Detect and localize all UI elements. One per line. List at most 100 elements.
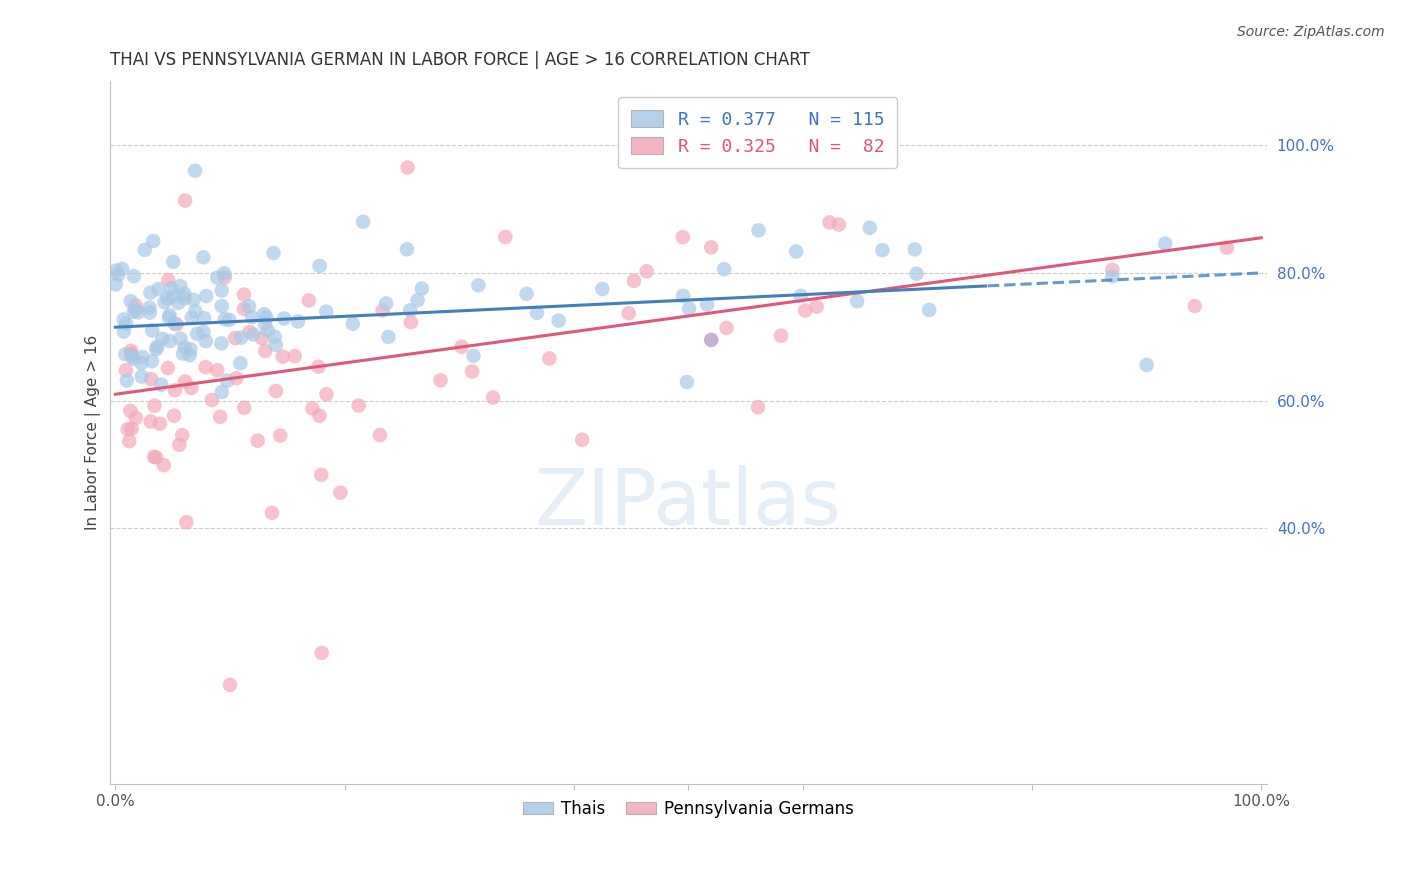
Point [287, 314, 309, 328]
Point [172, 346, 194, 360]
Point [1184, 299, 1206, 313]
Legend: Thais, Pennsylvania Germans: Thais, Pennsylvania Germans [516, 793, 860, 824]
Point [169, 438, 191, 452]
Point [676, 375, 699, 389]
Point [131, 350, 153, 364]
Point [284, 349, 307, 363]
Point [219, 678, 242, 692]
Point [169, 279, 191, 293]
Point [194, 360, 217, 375]
Point [450, 340, 472, 354]
Point [176, 515, 198, 529]
Point [163, 317, 186, 331]
Point [211, 384, 233, 399]
Point [150, 377, 173, 392]
Point [747, 400, 769, 414]
Point [115, 317, 138, 331]
Point [794, 303, 817, 318]
Point [242, 327, 264, 342]
Point [163, 409, 186, 423]
Point [104, 277, 127, 292]
Point [138, 301, 160, 315]
Point [347, 399, 370, 413]
Point [115, 374, 138, 388]
Point [169, 332, 191, 346]
Point [254, 343, 277, 358]
Point [463, 349, 485, 363]
Point [308, 409, 330, 423]
Point [716, 321, 738, 335]
Point [214, 312, 236, 326]
Point [225, 371, 247, 385]
Point [516, 286, 538, 301]
Point [371, 303, 394, 318]
Point [395, 242, 418, 256]
Point [143, 399, 166, 413]
Point [229, 356, 252, 370]
Point [375, 296, 398, 310]
Point [307, 359, 329, 374]
Text: Source: ZipAtlas.com: Source: ZipAtlas.com [1237, 25, 1385, 39]
Point [195, 289, 218, 303]
Point [217, 374, 239, 388]
Point [399, 315, 422, 329]
Text: THAI VS PENNSYLVANIA GERMAN IN LABOR FORCE | AGE > 16 CORRELATION CHART: THAI VS PENNSYLVANIA GERMAN IN LABOR FOR… [110, 51, 810, 69]
Point [174, 194, 197, 208]
Point [172, 428, 194, 442]
Point [184, 163, 207, 178]
Point [173, 292, 195, 306]
Point [107, 268, 129, 282]
Point [482, 391, 505, 405]
Point [905, 267, 928, 281]
Point [145, 342, 167, 356]
Point [301, 401, 323, 416]
Point [156, 361, 179, 376]
Point [139, 414, 162, 428]
Point [696, 297, 718, 311]
Point [713, 262, 735, 277]
Point [396, 161, 419, 175]
Point [806, 300, 828, 314]
Point [273, 311, 295, 326]
Point [120, 343, 142, 358]
Point [129, 356, 152, 370]
Point [494, 230, 516, 244]
Point [399, 303, 422, 318]
Point [263, 246, 285, 260]
Point [120, 404, 142, 418]
Point [186, 326, 208, 341]
Point [828, 218, 851, 232]
Point [678, 301, 700, 316]
Point [167, 296, 190, 310]
Point [246, 434, 269, 448]
Point [121, 422, 143, 436]
Point [180, 310, 202, 325]
Point [159, 308, 181, 322]
Point [232, 301, 254, 316]
Point [179, 348, 201, 362]
Point [205, 270, 228, 285]
Point [308, 259, 330, 273]
Point [141, 354, 163, 368]
Point [142, 450, 165, 464]
Point [180, 381, 202, 395]
Point [173, 340, 195, 354]
Point [120, 294, 142, 309]
Point [315, 387, 337, 401]
Point [193, 325, 215, 339]
Point [131, 369, 153, 384]
Point [269, 428, 291, 442]
Point [790, 289, 813, 303]
Point [174, 375, 197, 389]
Point [159, 334, 181, 348]
Point [263, 330, 285, 344]
Point [238, 299, 260, 313]
Point [214, 270, 236, 285]
Point [139, 285, 162, 300]
Point [700, 240, 723, 254]
Point [700, 333, 723, 347]
Point [526, 306, 548, 320]
Point [112, 325, 135, 339]
Point [122, 351, 145, 366]
Point [134, 243, 156, 257]
